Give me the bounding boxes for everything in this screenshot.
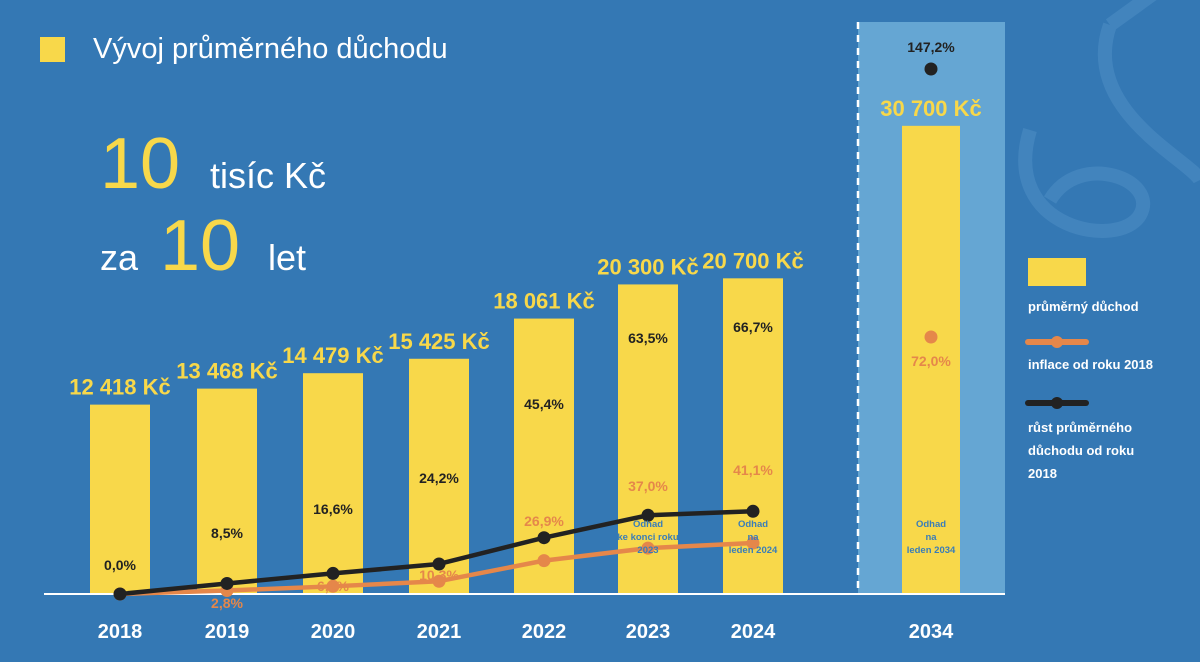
growth-point-2022	[537, 531, 551, 545]
bar-note-2034-1: na	[925, 532, 937, 543]
growth-label-2018: 0,0%	[104, 557, 136, 573]
inflation-point-2020	[326, 579, 340, 593]
bar-2018	[90, 404, 150, 594]
legend-label-growth-line-2: důchodu od roku	[1028, 443, 1134, 458]
bar-note-2034-2: leden 2034	[907, 545, 956, 556]
x-tick-label-2023: 2023	[626, 621, 671, 643]
headline-prefix-2: za	[100, 237, 139, 278]
growth-point-2034	[924, 62, 938, 76]
growth-label-2021: 24,2%	[419, 470, 459, 486]
bar-value-label-2020: 14 479 Kč	[282, 343, 384, 368]
legend-label-growth-line-1: růst průměrného	[1028, 420, 1132, 435]
inflation-point-2024	[746, 536, 760, 550]
headline-text-2: let	[268, 237, 306, 278]
legend-marker-inflation	[1051, 336, 1063, 348]
inflation-point-2034	[924, 330, 938, 344]
bar-note-2023-0: Odhad	[633, 519, 663, 530]
inflation-label-2021: 10,3%	[419, 567, 459, 583]
decor-loop-middle	[1018, 127, 1150, 238]
bar-note-2024-0: Odhad	[738, 519, 768, 530]
x-tick-label-2021: 2021	[417, 621, 462, 643]
x-tick-label-2018: 2018	[98, 621, 143, 643]
title-marker-square	[40, 37, 65, 62]
lines-group	[113, 62, 938, 601]
growth-point-2024	[746, 504, 760, 518]
growth-label-2023: 63,5%	[628, 330, 668, 346]
bar-note-2023-2: 2023	[637, 545, 658, 556]
bar-value-label-2021: 15 425 Kč	[388, 329, 490, 354]
growth-point-2019	[220, 576, 234, 590]
x-tick-label-2019: 2019	[205, 621, 250, 643]
growth-label-2024: 66,7%	[733, 319, 773, 335]
headline-text-1: tisíc Kč	[210, 155, 326, 196]
chart-title: Vývoj průměrného důchodu	[93, 33, 448, 65]
bar-note-2034-0: Odhad	[916, 519, 946, 530]
bar-2034	[902, 125, 960, 594]
growth-label-2019: 8,5%	[211, 525, 243, 541]
x-tick-label-2024: 2024	[731, 621, 776, 643]
decor-loop-upper	[1097, 0, 1200, 185]
inflation-label-2024: 41,1%	[733, 462, 773, 478]
bar-note-2024-1: na	[747, 532, 759, 543]
headline-number-2: 10	[160, 206, 240, 286]
growth-point-2020	[326, 566, 340, 580]
x-tick-label-2020: 2020	[311, 621, 356, 643]
inflation-label-2020: 6,2%	[317, 578, 349, 594]
x-axis-ticks: 2018 2019 2020 2021 2022 2023 2024 2034	[98, 621, 954, 643]
legend: průměrný důchod inflace od roku 2018 růs…	[1025, 258, 1153, 481]
x-tick-label-2034: 2034	[909, 621, 954, 643]
inflation-point-2023	[641, 541, 655, 555]
inflation-label-2034: 72,0%	[911, 353, 951, 369]
inflation-label-2023: 37,0%	[628, 478, 668, 494]
headline-number-1: 10	[100, 124, 180, 204]
inflation-label-2022: 26,9%	[524, 513, 564, 529]
growth-point-2018	[113, 587, 127, 601]
inflation-point-2021	[432, 574, 446, 588]
bar-value-label-2034: 30 700 Kč	[880, 96, 982, 121]
bar-value-label-2019: 13 468 Kč	[176, 359, 278, 384]
legend-label-growth-line-3: 2018	[1028, 466, 1057, 481]
bar-2019	[197, 388, 257, 594]
growth-point-2021	[432, 557, 446, 571]
bar-value-label-2018: 12 418 Kč	[69, 375, 171, 400]
growth-point-2023	[641, 508, 655, 522]
legend-label-pension: průměrný důchod	[1028, 299, 1139, 314]
x-tick-label-2022: 2022	[522, 621, 567, 643]
bar-2022	[514, 318, 574, 594]
bar-2020	[303, 373, 363, 594]
bar-2021	[409, 358, 469, 594]
legend-marker-growth	[1051, 397, 1063, 409]
bar-value-label-2024: 20 700 Kč	[702, 248, 804, 273]
bars-group	[90, 125, 960, 594]
legend-label-inflation: inflace od roku 2018	[1028, 357, 1153, 372]
growth-label-2022: 45,4%	[524, 396, 564, 412]
growth-label-2020: 16,6%	[313, 501, 353, 517]
bar-note-2024-2: leden 2024	[729, 545, 778, 556]
legend-swatch-pension	[1028, 258, 1086, 286]
bar-value-label-2022: 18 061 Kč	[493, 289, 595, 314]
bar-value-label-2023: 20 300 Kč	[597, 254, 699, 279]
inflation-label-2019: 2,8%	[211, 595, 243, 611]
inflation-point-2022	[537, 554, 551, 568]
growth-label-2034: 147,2%	[907, 39, 955, 55]
bar-note-2023-1: ke konci roku	[617, 532, 678, 543]
